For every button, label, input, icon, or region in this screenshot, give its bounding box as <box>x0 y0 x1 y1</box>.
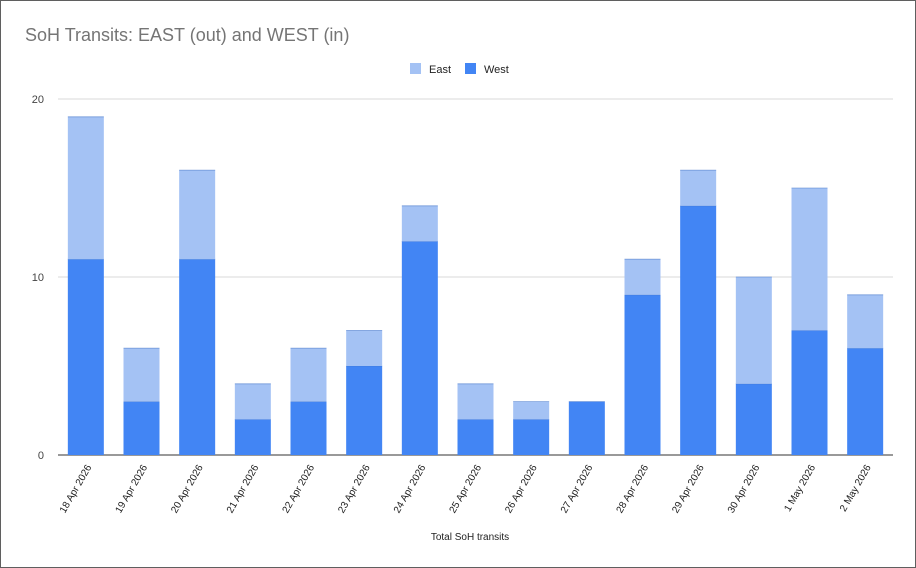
x-tick-label: 22 Apr 2026 <box>281 463 318 516</box>
legend: East West <box>410 63 509 76</box>
bar-west <box>179 259 216 455</box>
x-tick-label: 19 Apr 2026 <box>114 463 151 516</box>
x-tick-label: 18 Apr 2026 <box>58 463 95 516</box>
bar-west <box>568 401 605 455</box>
bar-east <box>735 277 772 384</box>
x-tick-label: 24 Apr 2026 <box>392 463 429 516</box>
legend-label-east: East <box>429 64 451 76</box>
x-tick-label: 29 Apr 2026 <box>670 463 707 516</box>
x-tick-label: 28 Apr 2026 <box>615 463 652 516</box>
bar-west <box>401 241 438 455</box>
bar-east <box>624 259 661 295</box>
x-tick-label: 30 Apr 2026 <box>726 463 763 516</box>
bar-east <box>123 348 160 402</box>
x-tick-label: 27 Apr 2026 <box>559 463 596 516</box>
legend-swatch-east <box>410 63 421 74</box>
bar-west <box>680 205 717 455</box>
bar-west <box>624 294 661 455</box>
x-tick-label: 1 May 2026 <box>782 463 818 514</box>
bar-west <box>346 366 383 455</box>
x-tick-labels: 18 Apr 2026 19 Apr 2026 20 Apr 2026 21 Apr … <box>58 463 874 516</box>
x-tick-label: 2 May 2026 <box>838 463 874 514</box>
bar-east <box>457 383 494 420</box>
bar-west <box>735 383 772 455</box>
bar-west <box>123 401 160 455</box>
bar-west <box>791 330 828 455</box>
bar-east <box>680 170 717 206</box>
x-tick-label: 25 Apr 2026 <box>448 463 485 516</box>
x-tick-label: 23 Apr 2026 <box>336 463 373 516</box>
bar-east <box>847 294 884 349</box>
chart-title: SoH Transits: EAST (out) and WEST (in) <box>25 25 350 45</box>
bar-east <box>346 330 383 366</box>
bar-east <box>234 383 271 420</box>
y-tick-label: 10 <box>32 272 44 284</box>
bar-west <box>847 348 884 455</box>
x-tick-label: 26 Apr 2026 <box>503 463 540 516</box>
bar-east <box>791 188 828 331</box>
bar-west <box>513 419 550 455</box>
bar-west <box>234 419 271 455</box>
y-tick-label: 20 <box>32 94 44 106</box>
bar-east <box>401 205 438 242</box>
bars <box>67 116 884 455</box>
bar-west <box>67 259 104 455</box>
bar-west <box>290 401 327 455</box>
legend-label-west: West <box>484 64 509 76</box>
bar-east <box>513 401 550 420</box>
x-tick-label: 21 Apr 2026 <box>225 463 262 516</box>
bar-east <box>179 170 216 260</box>
y-tick-labels: 0 10 20 <box>32 94 44 462</box>
bar-east <box>290 348 327 402</box>
bar-west <box>457 419 494 455</box>
y-tick-label: 0 <box>38 450 44 462</box>
bar-east <box>67 116 104 260</box>
x-tick-label: 20 Apr 2026 <box>169 463 206 516</box>
x-axis-title: Total SoH transits <box>431 532 509 543</box>
legend-swatch-west <box>465 63 476 74</box>
